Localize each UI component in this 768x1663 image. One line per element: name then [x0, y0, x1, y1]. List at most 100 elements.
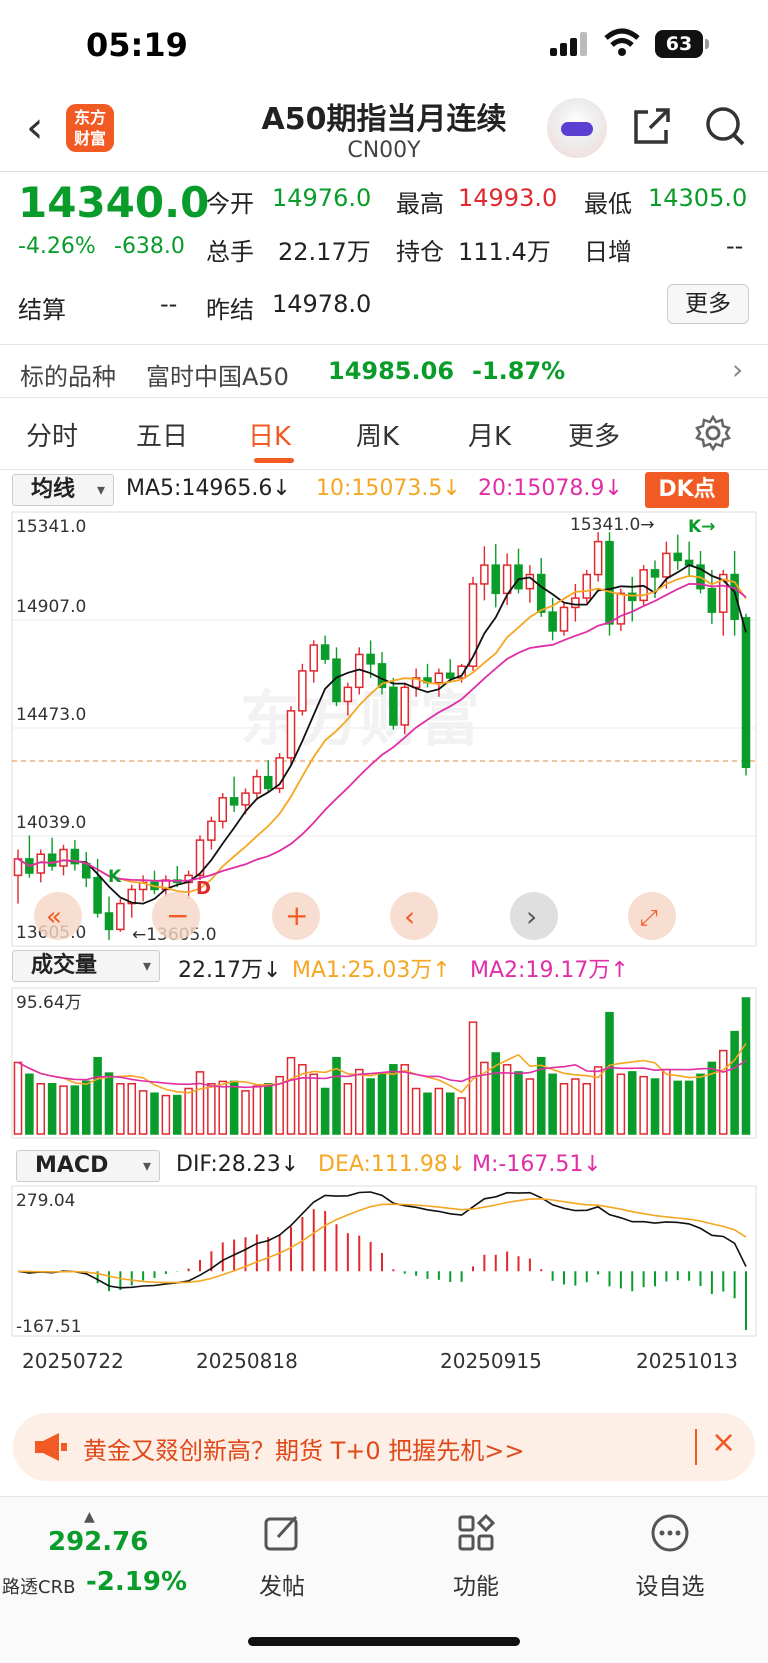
- volume-bar: [491, 1052, 501, 1135]
- candle-body: [263, 775, 273, 790]
- volume-bar: [241, 1090, 250, 1135]
- volume-ma1-label: MA1:25.03万↑: [292, 958, 451, 983]
- volume-bar: [514, 1071, 523, 1135]
- prev-button[interactable]: ‹: [390, 892, 438, 940]
- volume-value: 22.17万: [278, 238, 371, 266]
- volume-bar: [116, 1083, 125, 1135]
- tab-weekly-k[interactable]: 周K: [356, 422, 400, 452]
- volume-ma2-line: [17, 1059, 747, 1089]
- open-label: 今开: [206, 190, 254, 218]
- volume-bar: [730, 1030, 739, 1135]
- oi-value: 111.4万: [458, 238, 551, 266]
- volume-bar: [207, 1083, 216, 1135]
- volume-bar: [138, 1090, 148, 1135]
- candle-body: [59, 848, 68, 867]
- date-label: 20250818: [196, 1349, 298, 1373]
- macd-panel: 279.04 -167.51: [11, 1185, 757, 1337]
- volume-bar: [150, 1092, 159, 1135]
- candle-body: [320, 644, 330, 660]
- svg-text:‹: ‹: [404, 900, 415, 933]
- tab-five-day[interactable]: 五日: [136, 422, 189, 452]
- candle-body: [525, 573, 535, 590]
- chart-area[interactable]: 东方财富 15341.0 14907.0 14473.0 14039.0 136…: [0, 470, 768, 1380]
- svg-text:−: −: [166, 899, 189, 932]
- volume-bar: [309, 1073, 319, 1135]
- clock: 05:19: [86, 26, 188, 64]
- volume-bar: [298, 1064, 307, 1135]
- zoom-in-button[interactable]: +: [272, 892, 320, 940]
- more-dots-icon: [651, 1514, 689, 1552]
- more-button[interactable]: 更多: [667, 284, 749, 324]
- share-icon[interactable]: [630, 104, 674, 148]
- promo-banner[interactable]: 黄金又叕创新高？期货 T+0 把握先机>> ×: [13, 1413, 755, 1481]
- volume-bar: [320, 1087, 330, 1135]
- candle-body: [616, 592, 626, 625]
- settings-gear-icon[interactable]: [694, 414, 732, 452]
- candle-body: [673, 552, 683, 562]
- tab-intraday[interactable]: 分时: [26, 422, 79, 452]
- volume-selector[interactable]: 成交量: [12, 950, 160, 982]
- crb-change: -2.19%: [86, 1567, 187, 1597]
- underlying-name: 富时中国A50: [146, 363, 289, 391]
- tab-more[interactable]: 更多: [568, 422, 621, 452]
- date-label: 20250722: [22, 1349, 124, 1373]
- volume-bar: [707, 1061, 717, 1135]
- underlying-row[interactable]: 标的品种 富时中国A50 14985.06 -1.87% ›: [0, 344, 768, 398]
- candle-body: [730, 573, 739, 620]
- bottom-bar: ▲ 292.76 路透CRB -2.19% 发帖 功能 设自选: [0, 1496, 768, 1663]
- scroll-left-button[interactable]: «: [34, 892, 82, 940]
- candle-body: [514, 564, 523, 590]
- app-logo: 东方财富: [66, 104, 114, 152]
- d-signal-marker: D: [196, 878, 211, 899]
- volume-bar: [741, 997, 751, 1135]
- underlying-change: -1.87%: [472, 357, 566, 385]
- candle-body: [218, 797, 228, 823]
- search-icon[interactable]: [703, 104, 747, 148]
- low-value: 14305.0: [648, 184, 748, 212]
- tab-daily-k[interactable]: 日K: [248, 422, 292, 452]
- back-button[interactable]: ‹: [26, 102, 44, 153]
- candle-body: [559, 606, 569, 632]
- volume-bar: [366, 1078, 375, 1135]
- candle-body: [47, 853, 57, 867]
- chart-controls: « − + ‹ › ⤢: [34, 892, 676, 940]
- function-label: 功能: [453, 1574, 499, 1600]
- candle-body: [104, 912, 114, 931]
- assistant-robot-icon[interactable]: [547, 98, 607, 158]
- volume-bar: [377, 1073, 387, 1135]
- svg-text:›: ›: [526, 900, 537, 933]
- change-pct: -4.26%: [18, 234, 96, 259]
- function-button[interactable]: 功能: [406, 1513, 546, 1601]
- volume-bar: [275, 1075, 284, 1135]
- volume-bar: [59, 1085, 68, 1135]
- volume-bar: [332, 1056, 341, 1135]
- volume-bar: [263, 1083, 273, 1135]
- volume-panel: 95.64万: [11, 987, 757, 1139]
- volume-bar: [593, 1066, 603, 1135]
- macd-top-label: 279.04: [16, 1191, 75, 1211]
- volume-max-label: 95.64万: [16, 993, 82, 1013]
- tab-monthly-k[interactable]: 月K: [468, 422, 512, 452]
- volume-bar: [400, 1064, 410, 1135]
- volume-bar: [70, 1085, 80, 1135]
- volume-bar: [445, 1092, 455, 1135]
- y-tick-label: 14907.0: [16, 597, 86, 617]
- dk-point-button[interactable]: DK点: [645, 472, 729, 508]
- volume-bar: [502, 1064, 512, 1135]
- volume-bar: [616, 1073, 626, 1135]
- add-watchlist-button[interactable]: 设自选: [600, 1513, 740, 1601]
- candle-body: [229, 797, 239, 806]
- post-button[interactable]: 发帖: [212, 1513, 352, 1601]
- zoom-out-button[interactable]: −: [152, 892, 200, 940]
- date-label: 20251013: [636, 1349, 738, 1373]
- triangle-up-icon: ▲: [84, 1509, 95, 1525]
- close-icon[interactable]: ×: [711, 1425, 737, 1460]
- volume-bar: [605, 1011, 614, 1135]
- candle-body: [445, 672, 455, 679]
- macd-selector[interactable]: MACD: [16, 1150, 160, 1182]
- fullscreen-button[interactable]: ⤢: [628, 892, 676, 940]
- candle-body: [571, 597, 580, 609]
- next-button[interactable]: ›: [510, 892, 558, 940]
- ma-selector[interactable]: 均线: [12, 474, 114, 506]
- day-inc-label: 日增: [584, 238, 632, 266]
